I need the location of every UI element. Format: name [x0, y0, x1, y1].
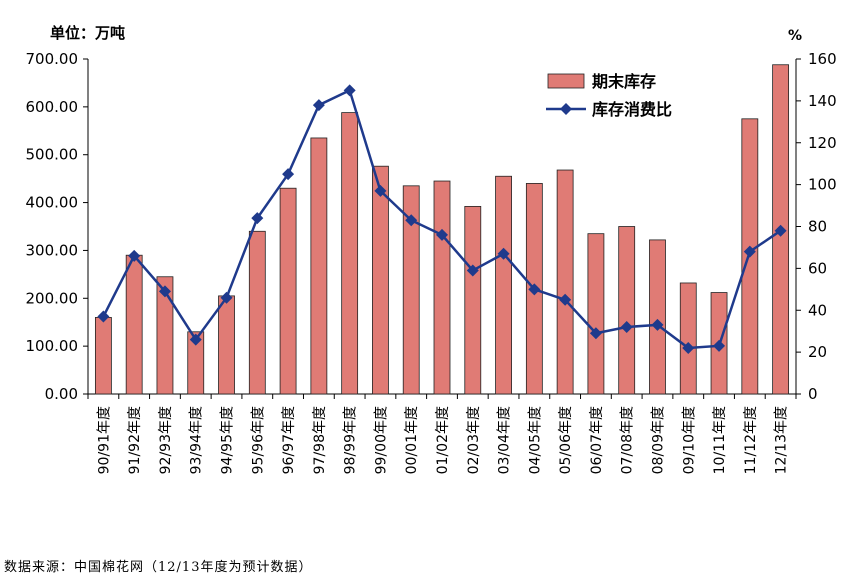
bar-series	[94, 64, 790, 395]
x-tick-label: 07/08年度	[620, 406, 636, 474]
x-tick-label: 05/06年度	[558, 406, 574, 474]
right-y-tick-label: 0	[808, 385, 818, 403]
stock-bar	[310, 137, 328, 395]
x-tick-label: 99/00年度	[373, 406, 389, 474]
ratio-point-marker	[682, 341, 695, 354]
stock-bar	[125, 254, 143, 395]
x-tick-label: 02/03年度	[466, 406, 482, 474]
left-y-tick-label: 500.00	[26, 146, 79, 164]
stock-bar	[556, 169, 574, 395]
ratio-point-marker	[466, 264, 479, 277]
source-note: 数据来源：中国棉花网（12/13年度为预计数据）	[4, 560, 313, 575]
ratio-point-marker	[528, 283, 541, 296]
stock-bar	[94, 317, 112, 395]
ratio-point-marker	[128, 249, 141, 262]
left-y-tick-label: 400.00	[26, 194, 79, 212]
ratio-point-marker	[97, 310, 110, 323]
left-y-tick-label: 300.00	[26, 241, 79, 259]
ratio-point-marker	[312, 99, 325, 112]
ratio-point-marker	[374, 184, 387, 197]
x-tick-label: 93/94年度	[189, 406, 205, 474]
stock-bar	[187, 331, 205, 395]
stock-bar	[587, 233, 605, 395]
ratio-point-marker	[343, 84, 356, 97]
x-tick-label: 12/13年度	[774, 406, 790, 474]
stock-bar	[649, 239, 666, 395]
legend-line-marker	[560, 103, 572, 115]
x-tick-label: 97/98年度	[312, 406, 328, 474]
left-y-tick-label: 100.00	[26, 337, 79, 355]
stock-bar	[372, 165, 389, 395]
stock-bar	[279, 187, 297, 395]
x-tick-label: 00/01年度	[404, 406, 420, 474]
ratio-point-marker	[189, 333, 202, 346]
x-tick-label: 90/91年度	[96, 406, 112, 474]
x-tick-label: 04/05年度	[527, 406, 543, 474]
stock-bar	[402, 185, 420, 395]
x-tick-label: 01/02年度	[435, 406, 451, 474]
right-y-tick-label: 140	[808, 92, 837, 110]
right-y-tick-label: 120	[808, 134, 837, 152]
stock-bar	[433, 180, 451, 395]
ratio-point-marker	[743, 245, 756, 258]
stock-bar	[495, 175, 512, 395]
ratio-point-marker	[436, 228, 448, 241]
right-y-tick-label: 40	[808, 301, 827, 319]
stock-bar	[156, 276, 174, 395]
legend-line-label: 库存消费比	[592, 100, 672, 119]
left-y-tick-label: 600.00	[26, 98, 79, 116]
right-y-tick-label: 20	[808, 343, 827, 361]
stock-bar	[248, 230, 266, 395]
x-tick-label: 98/99年度	[343, 406, 359, 474]
ratio-point-marker	[282, 168, 295, 181]
stock-bar	[341, 112, 359, 395]
x-tick-label: 11/12年度	[743, 406, 759, 474]
ratio-point-marker	[774, 224, 787, 237]
x-tick-label: 03/04年度	[497, 406, 513, 474]
combo-chart: 0.00 100.00 200.00 300.00 400.00 500.00 600.00…	[26, 50, 837, 474]
right-y-tick-label: 100	[808, 176, 837, 194]
stock-bar	[679, 282, 697, 395]
ratio-point-marker	[713, 339, 726, 352]
ratio-point-marker	[651, 318, 664, 331]
left-y-tick-label: 200.00	[26, 289, 79, 307]
x-tick-label: 09/10年度	[681, 406, 697, 474]
right-y-tick-label: 80	[808, 218, 827, 236]
x-tick-label: 95/96年度	[250, 406, 266, 474]
right-y-tick-label: 60	[808, 259, 827, 277]
x-tick-label: 91/92年度	[127, 406, 143, 474]
ratio-point-marker	[251, 212, 264, 225]
legend-bar-label: 期末库存	[592, 72, 656, 91]
stock-bar	[464, 205, 482, 395]
x-tick-label: 94/95年度	[220, 406, 236, 474]
x-tick-label: 06/07年度	[589, 406, 605, 474]
ratio-point-marker	[497, 247, 510, 260]
right-axis-unit-label: %	[788, 28, 803, 44]
stock-bar	[218, 295, 235, 395]
ratio-point-marker	[220, 291, 233, 304]
ratio-point-marker	[589, 327, 602, 340]
ratio-point-marker	[405, 214, 418, 227]
left-y-tick-label: 0.00	[45, 385, 78, 403]
ratio-point-marker	[158, 285, 171, 298]
x-tick-label: 92/93年度	[158, 406, 174, 474]
ratio-point-marker	[559, 293, 572, 306]
legend-bar-swatch	[547, 73, 585, 89]
ratio-point-marker	[620, 321, 633, 333]
stock-bar	[618, 226, 636, 395]
chart-axes: 0.00 100.00 200.00 300.00 400.00 500.00 600.00…	[26, 50, 837, 474]
x-tick-label: 96/97年度	[281, 406, 297, 474]
x-tick-label: 08/09年度	[650, 406, 666, 474]
right-y-tick-label: 160	[808, 50, 837, 68]
left-y-tick-label: 700.00	[26, 50, 79, 68]
line-series	[97, 84, 787, 354]
x-tick-label: 10/11年度	[712, 406, 728, 474]
left-axis-unit-label: 单位：万吨	[50, 24, 126, 42]
